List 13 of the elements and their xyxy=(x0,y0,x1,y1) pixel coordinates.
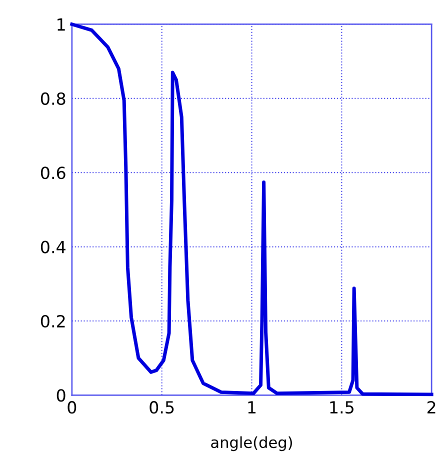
y-tick-label: 0 xyxy=(56,389,66,402)
x-tick-label: 1 xyxy=(248,401,256,414)
y-tick-label: 1 xyxy=(58,18,65,31)
line-series xyxy=(70,22,434,396)
x-tick-label: 0.5 xyxy=(150,401,174,414)
y-tick-label: 0.2 xyxy=(40,314,65,328)
x-tick-label: 1.5 xyxy=(330,401,354,414)
y-tick-label: 0.8 xyxy=(40,92,66,105)
x-tick-label: 0 xyxy=(68,401,76,414)
y-tick-label: 0.6 xyxy=(40,166,66,180)
x-tick-label: 2 xyxy=(427,401,436,414)
y-tick-label: 0.4 xyxy=(40,240,66,254)
x-axis-title: angle(deg) xyxy=(211,436,292,452)
